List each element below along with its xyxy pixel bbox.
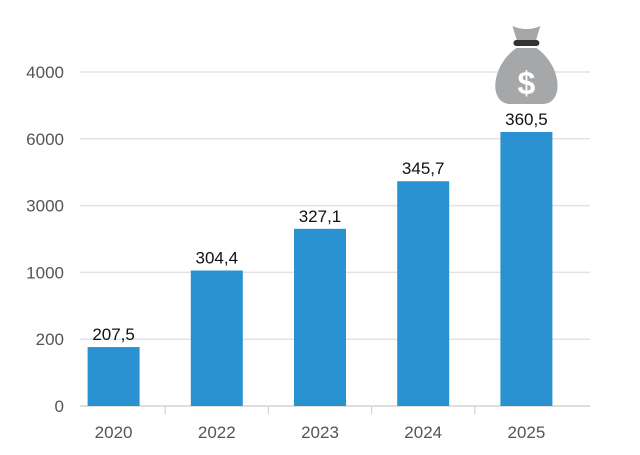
- data-label: 360,5: [505, 110, 548, 129]
- y-tick-label: 200: [36, 330, 64, 349]
- bar: [397, 181, 450, 406]
- x-tick-label: 2025: [507, 423, 545, 442]
- bar: [87, 347, 140, 406]
- x-tick-label: 2022: [198, 423, 236, 442]
- svg-text:$: $: [518, 65, 536, 101]
- y-tick-label: 3000: [26, 197, 64, 216]
- bar: [190, 270, 243, 406]
- bar: [294, 228, 346, 406]
- data-label: 345,7: [402, 159, 445, 178]
- y-tick-label: 4000: [26, 63, 64, 82]
- y-tick-label: 0: [55, 397, 64, 416]
- data-label: 207,5: [92, 325, 135, 344]
- money-bag-dollar-icon: $: [495, 26, 558, 104]
- x-tick-label: 2024: [404, 423, 442, 442]
- x-tick-label: 2023: [301, 423, 339, 442]
- data-label: 304,4: [196, 249, 239, 268]
- y-tick-label: 6000: [26, 130, 64, 149]
- bar: [500, 132, 553, 406]
- data-label: 327,1: [299, 207, 342, 226]
- x-tick-label: 2020: [95, 423, 133, 442]
- y-tick-label: 1000: [26, 263, 64, 282]
